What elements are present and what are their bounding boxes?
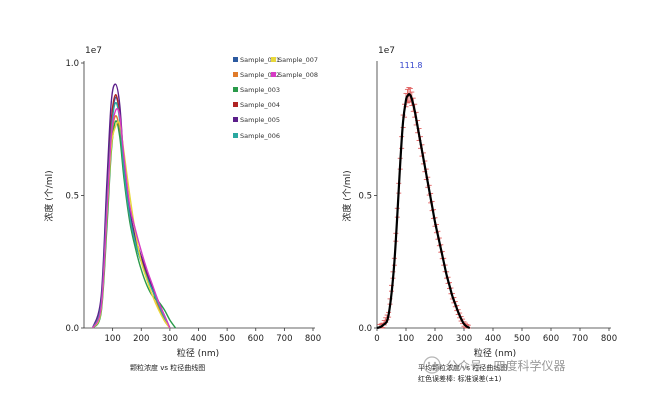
right-caption-2: 红色误差棒: 标准误差(±1) — [418, 374, 502, 383]
left-x-tick-label: 100 — [105, 334, 121, 344]
legend-swatch-sample-001 — [233, 57, 238, 62]
watermark: 公众号 · 四度科学仪器 — [423, 356, 565, 374]
right-sci-label: 1e7 — [378, 46, 395, 56]
legend-label-sample-002: Sample_002 — [240, 71, 280, 79]
left-y-tick-label: 1.0 — [65, 59, 79, 69]
left-x-tick-label: 400 — [190, 334, 206, 344]
right-series-layer — [376, 93, 471, 330]
legend-swatch-sample-006 — [233, 133, 238, 138]
right-y-tick-label: 0.0 — [358, 324, 372, 334]
left-chart: 1e7 浓度 (个/ml) 粒径 (nm) 颗粒浓度 vs 粒径曲线图 100 2… — [43, 46, 321, 372]
right-axes: 0 100 200 300 400 500 600 700 800 0.0 0.5 — [358, 61, 617, 344]
watermark-text: 公众号 · 四度科学仪器 — [446, 358, 565, 373]
left-sci-label: 1e7 — [85, 46, 102, 56]
right-x-tick-label: 700 — [572, 334, 588, 344]
right-x-tick-label: 200 — [427, 334, 443, 344]
legend-label-sample-006: Sample_006 — [240, 132, 280, 140]
wechat-icon — [423, 356, 441, 374]
legend-swatch-sample-003 — [233, 87, 238, 92]
right-x-tick-label: 600 — [543, 334, 559, 344]
right-x-tick-label: 400 — [485, 334, 501, 344]
left-x-tick-label: 500 — [219, 334, 235, 344]
left-series-layer — [91, 83, 177, 329]
right-y-axis-title: 浓度 (个/ml) — [341, 170, 353, 221]
right-x-tick-label: 0 — [374, 334, 379, 344]
left-axes: 100 200 300 400 500 600 700 800 0.0 0.5 1.0 — [65, 59, 321, 344]
mean-concentration-line — [376, 93, 471, 330]
series-line-sample-008 — [91, 108, 171, 329]
legend-swatch-sample-008 — [271, 72, 276, 77]
left-caption: 颗粒浓度 vs 粒径曲线图 — [130, 363, 205, 372]
left-x-tick-label: 600 — [248, 334, 264, 344]
left-legend: Sample_001 Sample_002 Sample_003 Sample_004… — [233, 56, 318, 140]
peak-label: 111.8 — [400, 61, 423, 70]
legend-label-sample-005: Sample_005 — [240, 116, 280, 124]
right-x-tick-label: 300 — [456, 334, 472, 344]
right-x-tick-label: 500 — [514, 334, 530, 344]
legend-label-sample-007: Sample_007 — [278, 56, 318, 64]
legend-label-sample-008: Sample_008 — [278, 71, 318, 79]
right-caption: 平均颗粒浓度 vs 粒径曲线图 — [418, 363, 507, 372]
legend-swatch-sample-005 — [233, 117, 238, 122]
right-x-tick-label: 800 — [601, 334, 617, 344]
legend-label-sample-001: Sample_001 — [240, 56, 280, 64]
legend-swatch-sample-004 — [233, 102, 238, 107]
legend-label-sample-004: Sample_004 — [240, 101, 280, 109]
left-x-tick-label: 700 — [276, 334, 292, 344]
right-chart: 1e7 浓度 (个/ml) 粒径 (nm) 平均颗粒浓度 vs 粒径曲线图 红色… — [341, 46, 617, 383]
right-x-tick-label: 100 — [398, 334, 414, 344]
left-x-axis-title: 粒径 (nm) — [177, 347, 219, 359]
left-x-tick-label: 200 — [133, 334, 149, 344]
left-x-tick-label: 800 — [305, 334, 321, 344]
wechat-icon-eye-left — [427, 361, 431, 365]
wechat-icon-eye-right — [433, 361, 437, 365]
legend-swatch-sample-007 — [271, 57, 276, 62]
left-y-axis-title: 浓度 (个/ml) — [43, 170, 55, 221]
right-y-tick-label: 0.5 — [358, 192, 372, 202]
legend-label-sample-003: Sample_003 — [240, 86, 280, 94]
left-y-tick-label: 0.0 — [65, 324, 79, 334]
left-x-tick-label: 300 — [162, 334, 178, 344]
right-x-axis-title: 粒径 (nm) — [474, 347, 516, 359]
legend-swatch-sample-002 — [233, 72, 238, 77]
left-y-tick-label: 0.5 — [65, 192, 79, 202]
